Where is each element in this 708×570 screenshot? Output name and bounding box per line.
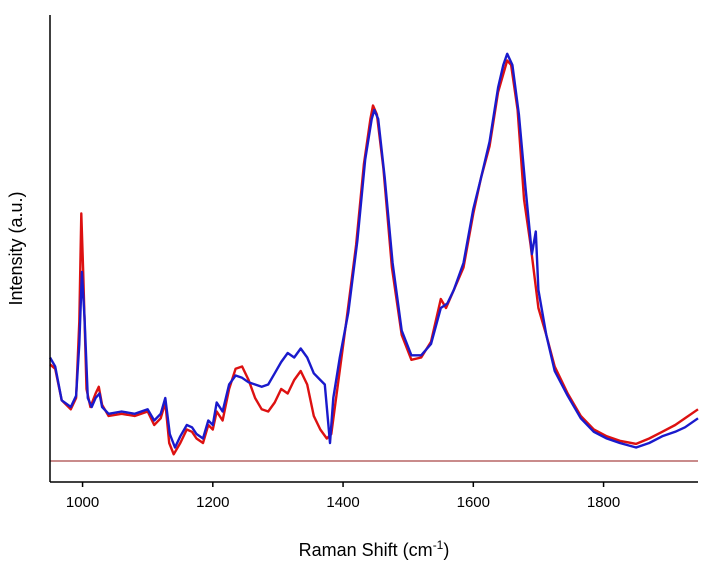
series-line-2: [48, 52, 699, 449]
x-tick-label: 1800: [587, 494, 620, 511]
plot-area: [48, 52, 699, 462]
x-ticks: 1000 1200 1400 1600 1800: [66, 482, 620, 511]
x-tick-label: 1000: [66, 494, 99, 511]
y-axis-title: Intensity (a.u.): [6, 191, 26, 305]
x-tick-label: 1600: [457, 494, 490, 511]
series-group: [48, 52, 699, 456]
x-axis-title: Raman Shift (cm-1): [299, 538, 450, 560]
axes: 1000 1200 1400 1600 1800: [49, 15, 698, 511]
series-line-1: [49, 59, 699, 456]
x-tick-label: 1200: [196, 494, 229, 511]
x-tick-label: 1400: [326, 494, 359, 511]
